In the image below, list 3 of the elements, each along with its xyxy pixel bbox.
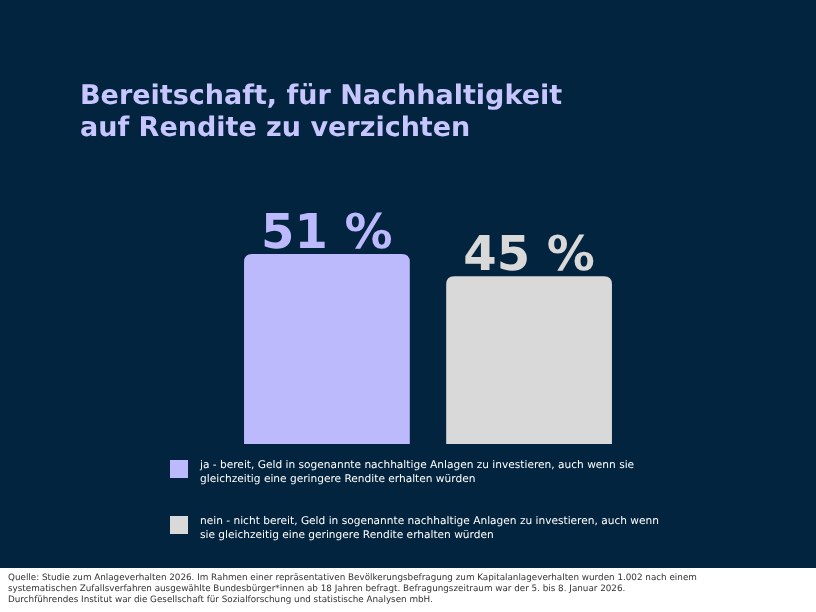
data-label: 45 % [463,226,595,283]
chart-title: Bereitschaft, für Nachhaltigkeit auf Rendite zu verzichten [80,80,564,144]
data-label: 51 % [261,204,393,260]
